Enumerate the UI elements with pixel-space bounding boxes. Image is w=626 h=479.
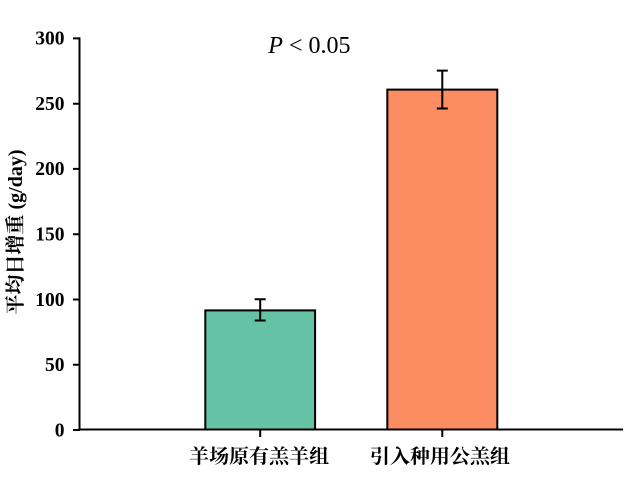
- svg-text:150: 150: [35, 225, 64, 246]
- svg-text:50: 50: [45, 355, 65, 376]
- svg-text:P < 0.05: P < 0.05: [267, 33, 350, 59]
- svg-text:250: 250: [35, 94, 64, 115]
- svg-text:100: 100: [35, 290, 64, 311]
- svg-text:0: 0: [55, 420, 65, 441]
- svg-text:(g/day): (g/day): [5, 150, 27, 210]
- svg-text:200: 200: [35, 159, 64, 180]
- svg-text:300: 300: [35, 29, 64, 50]
